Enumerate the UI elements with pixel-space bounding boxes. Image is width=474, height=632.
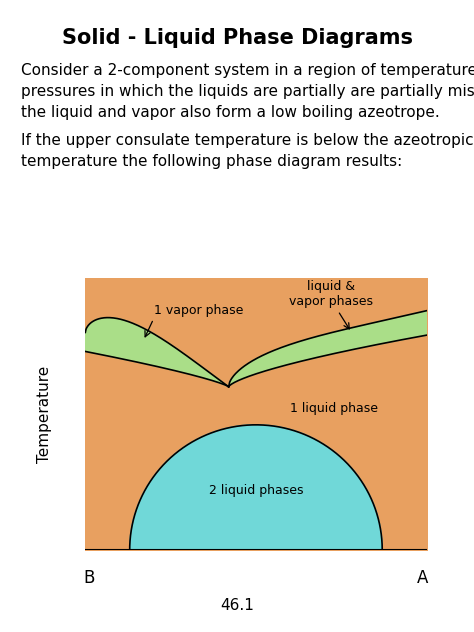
Text: 46.1: 46.1 <box>220 598 254 613</box>
Text: B: B <box>83 569 95 587</box>
Text: Solid - Liquid Phase Diagrams: Solid - Liquid Phase Diagrams <box>62 28 412 49</box>
Polygon shape <box>228 311 427 387</box>
Text: temperature the following phase diagram results:: temperature the following phase diagram … <box>21 154 402 169</box>
Text: Consider a 2-component system in a region of temperatures and: Consider a 2-component system in a regio… <box>21 63 474 78</box>
Text: 2 liquid phases: 2 liquid phases <box>209 483 303 497</box>
Text: 1 liquid phase: 1 liquid phase <box>290 402 378 415</box>
Text: Temperature: Temperature <box>37 365 52 463</box>
Text: If the upper consulate temperature is below the azeotropic: If the upper consulate temperature is be… <box>21 133 474 148</box>
Text: pressures in which the liquids are partially are partially miscible and: pressures in which the liquids are parti… <box>21 84 474 99</box>
Polygon shape <box>130 425 382 550</box>
Text: liquid &
vapor phases: liquid & vapor phases <box>289 281 373 308</box>
Text: the liquid and vapor also form a low boiling azeotrope.: the liquid and vapor also form a low boi… <box>21 105 440 120</box>
Text: A: A <box>417 569 428 587</box>
Polygon shape <box>85 318 228 387</box>
Text: 1 vapor phase: 1 vapor phase <box>154 304 243 317</box>
